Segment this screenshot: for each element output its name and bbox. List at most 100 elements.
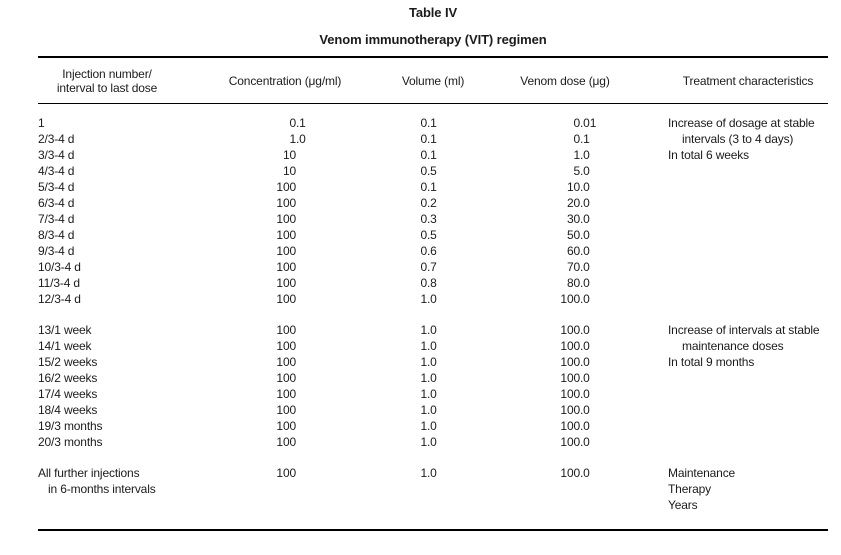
table-row: 19/3 months 100 1.0 100.0 <box>38 418 828 434</box>
cell-dose: 80.0 <box>550 275 600 291</box>
cell-volume: 0.7 <box>397 259 447 275</box>
dose-fraction: .0 <box>580 244 590 258</box>
cell-concentration: 100 <box>266 291 316 307</box>
cell-injection: 6/3-4 d <box>38 195 248 211</box>
table-row: 9/3-4 d 100 0.6 60.0 <box>38 243 828 259</box>
injection-label: 14/1 week <box>38 339 92 353</box>
cell-injection: 3/3-4 d <box>38 147 248 163</box>
dose-fraction: .0 <box>580 323 590 337</box>
concentration-integer: 100 <box>276 435 296 449</box>
table-title: Venom immunotherapy (VIT) regimen <box>319 32 547 47</box>
cell-volume: 0.5 <box>397 227 447 243</box>
cell-concentration: 100 <box>266 227 316 243</box>
treatment-note-line: intervals (3 to 4 days) <box>682 132 794 146</box>
dose-fraction: .0 <box>580 355 590 369</box>
volume-fraction: .0 <box>427 339 437 353</box>
volume-integer: 0 <box>420 212 427 226</box>
dose-fraction: .0 <box>580 260 590 274</box>
dose-integer: 10 <box>566 180 580 194</box>
concentration-integer: 1 <box>289 132 296 146</box>
table-row: 12/3-4 d 100 1.0 100.0 <box>38 291 828 307</box>
table-row: 4/3-4 d 10 0.5 5.0 <box>38 163 828 179</box>
treatment-note-line: Years <box>668 498 698 512</box>
treatment-note: Increase of dosage at stable intervals (3… <box>668 115 815 163</box>
volume-fraction: .3 <box>427 212 437 226</box>
injection-label: 8/3-4 d <box>38 228 75 242</box>
cell-volume: 0.1 <box>397 179 447 195</box>
volume-fraction: .5 <box>427 164 437 178</box>
cell-injection: 18/4 weeks <box>38 402 248 418</box>
cell-volume: 1.0 <box>397 291 447 307</box>
volume-fraction: .6 <box>427 244 437 258</box>
injection-label: 12/3-4 d <box>38 292 81 306</box>
table-row: 11/3-4 d 100 0.8 80.0 <box>38 275 828 291</box>
dose-integer: 100 <box>560 403 580 417</box>
cell-volume: 1.0 <box>397 370 447 386</box>
column-header-concentration: Concentration (μg/ml) <box>228 73 342 88</box>
table-row: 16/2 weeks 100 1.0 100.0 <box>38 370 828 386</box>
cell-dose: 20.0 <box>550 195 600 211</box>
cell-dose: 100.0 <box>550 322 600 338</box>
injection-label: 5/3-4 d <box>38 180 75 194</box>
cell-dose: 70.0 <box>550 259 600 275</box>
injection-label: 13/1 week <box>38 323 92 337</box>
cell-injection: All further injections in 6-months interv… <box>38 465 248 497</box>
table-group: 1 0.1 0.1 0.01 2/3-4 d 1.0 0.1 0.1 3/3-4 d 10 0.1 1… <box>38 115 828 307</box>
cell-injection: 12/3-4 d <box>38 291 248 307</box>
volume-integer: 1 <box>420 419 427 433</box>
volume-fraction: .5 <box>427 228 437 242</box>
volume-fraction: .7 <box>427 260 437 274</box>
concentration-integer: 10 <box>282 148 296 162</box>
volume-fraction: .0 <box>427 435 437 449</box>
cell-dose: 100.0 <box>550 338 600 354</box>
concentration-integer: 100 <box>276 260 296 274</box>
volume-fraction: .0 <box>427 355 437 369</box>
dose-integer: 5 <box>573 164 580 178</box>
volume-integer: 1 <box>420 292 427 306</box>
dose-integer: 100 <box>560 419 580 433</box>
table-number: Table IV <box>408 5 458 20</box>
concentration-integer: 100 <box>276 180 296 194</box>
cell-dose: 50.0 <box>550 227 600 243</box>
volume-integer: 0 <box>420 260 427 274</box>
cell-injection: 14/1 week <box>38 338 248 354</box>
cell-concentration: 100 <box>266 418 316 434</box>
volume-integer: 1 <box>420 403 427 417</box>
cell-dose: 1.0 <box>550 147 600 163</box>
volume-integer: 1 <box>420 355 427 369</box>
volume-fraction: .1 <box>427 148 437 162</box>
table-row: 18/4 weeks 100 1 .0 100.0 <box>38 402 828 418</box>
table-row: 13/1 week 100 1.0 100.0 <box>38 322 828 338</box>
volume-integer: 0 <box>420 132 427 146</box>
cell-volume: 1.0 <box>397 434 447 450</box>
concentration-integer: 100 <box>276 339 296 353</box>
cell-volume: 0.5 <box>397 163 447 179</box>
cell-concentration: 0.1 <box>266 115 316 131</box>
table-row: 7/3-4 d 100 0.3 30.0 <box>38 211 828 227</box>
cell-injection: 2/3-4 d <box>38 131 248 147</box>
treatment-note: Increase of intervals at stable maintenan… <box>668 322 820 370</box>
cell-concentration: 10 <box>266 147 316 163</box>
cell-dose: 100.0 <box>550 402 600 418</box>
volume-fraction: .1 <box>427 132 437 146</box>
table-row: 14/1 week 100 1.0 100.0 <box>38 338 828 354</box>
cell-injection: 8/3-4 d <box>38 227 248 243</box>
dose-fraction: .0 <box>580 371 590 385</box>
cell-injection: 17/4 weeks <box>38 386 248 402</box>
concentration-integer: 100 <box>276 292 296 306</box>
injection-label: 16/2 weeks <box>38 371 98 385</box>
cell-injection: 7/3-4 d <box>38 211 248 227</box>
cell-injection: 9/3-4 d <box>38 243 248 259</box>
dose-fraction: .0 <box>580 212 590 226</box>
volume-integer: 0 <box>420 196 427 210</box>
volume-fraction: .0 <box>427 323 437 337</box>
cell-injection: 11/3-4 d <box>38 275 248 291</box>
volume-fraction: .0 <box>427 292 437 306</box>
cell-volume: 1.0 <box>397 322 447 338</box>
dose-fraction: .0 <box>580 435 590 449</box>
dose-integer: 1 <box>573 148 580 162</box>
volume-integer: 1 <box>420 323 427 337</box>
cell-concentration: 100 <box>266 434 316 450</box>
dose-fraction: .0 <box>580 403 590 417</box>
dose-fraction: .0 <box>580 196 590 210</box>
